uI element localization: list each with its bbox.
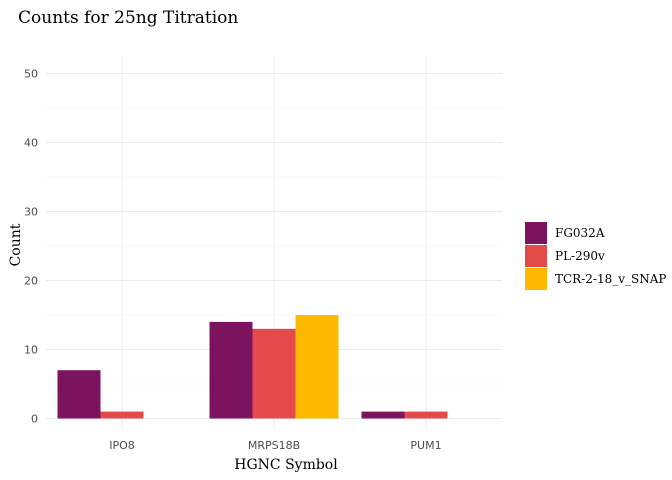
x-tick-label: IPO8 xyxy=(109,439,135,452)
bar xyxy=(404,411,448,419)
bar xyxy=(295,315,339,419)
x-tick-label: MRPS18B xyxy=(248,439,300,452)
bar xyxy=(209,321,253,419)
legend-label: PL-290v xyxy=(555,249,605,263)
legend: FG032A PL-290v TCR-2-18_v_SNAP xyxy=(525,222,666,290)
legend-swatch xyxy=(525,268,547,290)
legend-label: FG032A xyxy=(555,226,605,240)
bar xyxy=(57,370,101,419)
x-axis-ticks: IPO8 MRPS18B PUM1 xyxy=(109,439,441,452)
y-axis-ticks: 0 10 20 30 40 50 xyxy=(24,68,38,426)
legend-swatch xyxy=(525,222,547,244)
y-axis-title: Count xyxy=(8,223,24,266)
y-tick-label: 30 xyxy=(24,206,38,219)
legend-label: TCR-2-18_v_SNAP xyxy=(555,272,666,286)
y-tick-label: 40 xyxy=(24,137,38,150)
bar xyxy=(100,411,144,419)
y-tick-label: 50 xyxy=(24,68,38,81)
y-tick-label: 0 xyxy=(31,413,38,426)
legend-swatch xyxy=(525,245,547,267)
x-tick-label: PUM1 xyxy=(410,439,441,452)
y-tick-label: 10 xyxy=(24,344,38,357)
bar xyxy=(252,328,296,419)
chart-title: Counts for 25ng Titration xyxy=(18,8,238,28)
bars xyxy=(57,315,448,419)
y-tick-label: 20 xyxy=(24,275,38,288)
x-axis-title: HGNC Symbol xyxy=(234,457,338,473)
bar xyxy=(361,411,405,419)
